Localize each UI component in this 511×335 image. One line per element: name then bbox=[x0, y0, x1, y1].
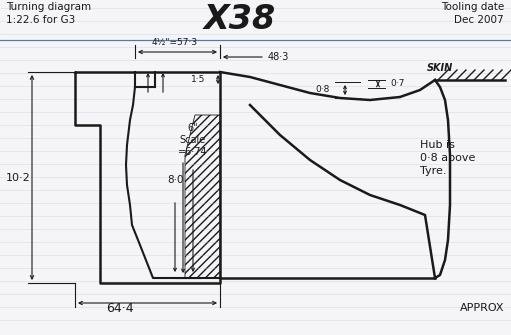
Text: Turning diagram
1:22.6 for G3: Turning diagram 1:22.6 for G3 bbox=[6, 2, 91, 25]
Text: 48·3: 48·3 bbox=[268, 52, 289, 62]
Text: 1·5: 1·5 bbox=[191, 75, 205, 84]
Text: 4½"=57·3: 4½"=57·3 bbox=[152, 38, 198, 47]
Text: 10·2: 10·2 bbox=[6, 173, 30, 183]
Text: SKIN: SKIN bbox=[427, 63, 453, 73]
Text: APPROX: APPROX bbox=[459, 303, 504, 313]
Text: 6"
Scale
=6·74: 6" Scale =6·74 bbox=[178, 123, 208, 156]
Text: 8·0: 8·0 bbox=[167, 175, 183, 185]
Text: 0·7: 0·7 bbox=[390, 79, 404, 88]
Text: 0·8: 0·8 bbox=[316, 85, 330, 94]
Text: Hub is
0·8 above
Tyre.: Hub is 0·8 above Tyre. bbox=[420, 140, 475, 177]
Text: Tooling date
Dec 2007: Tooling date Dec 2007 bbox=[441, 2, 504, 25]
Text: 64·4: 64·4 bbox=[106, 302, 134, 315]
Text: X38: X38 bbox=[204, 3, 276, 36]
